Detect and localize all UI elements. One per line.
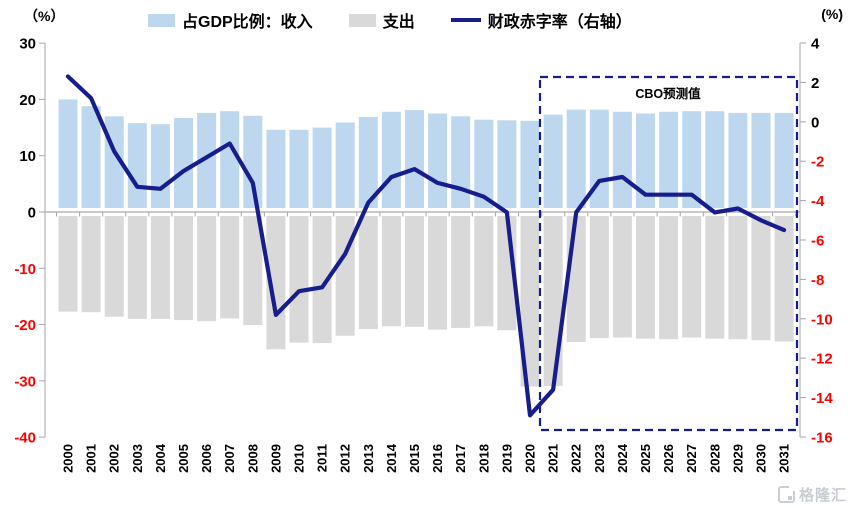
svg-text:-4: -4 <box>811 193 825 210</box>
svg-text:2010: 2010 <box>292 444 307 473</box>
right-axis-unit: (%) <box>821 6 843 22</box>
legend-item-expenditure: 支出 <box>348 8 415 32</box>
svg-text:-2: -2 <box>811 154 824 171</box>
svg-text:4: 4 <box>811 36 820 53</box>
svg-text:2030: 2030 <box>754 444 769 473</box>
svg-text:2003: 2003 <box>130 444 145 473</box>
svg-text:2025: 2025 <box>638 444 653 473</box>
svg-text:2028: 2028 <box>707 444 722 473</box>
svg-text:2027: 2027 <box>684 444 699 473</box>
svg-text:10: 10 <box>19 148 36 165</box>
bars-revenue <box>58 99 794 208</box>
gelonghui-logo-icon <box>777 485 796 503</box>
svg-text:2026: 2026 <box>661 444 676 473</box>
svg-text:2001: 2001 <box>84 444 99 473</box>
svg-text:2019: 2019 <box>499 444 514 473</box>
svg-text:-6: -6 <box>811 233 824 250</box>
svg-text:2012: 2012 <box>338 444 353 473</box>
svg-text:-16: -16 <box>811 430 833 447</box>
svg-text:20: 20 <box>19 92 36 109</box>
svg-text:2004: 2004 <box>153 443 168 473</box>
svg-text:-30: -30 <box>14 373 36 390</box>
svg-text:2014: 2014 <box>384 443 399 473</box>
svg-text:-40: -40 <box>14 430 36 447</box>
svg-text:2018: 2018 <box>476 444 491 473</box>
svg-text:2016: 2016 <box>430 444 445 473</box>
svg-text:2000: 2000 <box>61 444 76 473</box>
svg-text:2009: 2009 <box>268 444 283 473</box>
svg-text:-14: -14 <box>811 390 833 407</box>
svg-text:2002: 2002 <box>107 444 122 473</box>
legend: 占GDP比例：收入 支出 财政赤字率（右轴） <box>148 8 632 32</box>
svg-text:2: 2 <box>811 75 819 92</box>
legend-label-deficit: 财政赤字率（右轴） <box>487 14 632 31</box>
svg-text:-20: -20 <box>14 317 36 334</box>
svg-text:2017: 2017 <box>453 444 468 473</box>
svg-text:2015: 2015 <box>407 444 422 473</box>
svg-text:0: 0 <box>28 205 36 222</box>
forecast-box-label: CBO预测值 <box>635 86 701 101</box>
svg-text:2023: 2023 <box>592 444 607 473</box>
svg-text:2020: 2020 <box>523 444 538 473</box>
svg-text:-10: -10 <box>14 261 36 278</box>
left-axis: 30 20 10 0 -10 -20 -30 -40 <box>14 36 46 447</box>
right-axis: 4 2 0 -2 -4 -6 -8 -10 -12 -14 -16 <box>799 36 833 447</box>
svg-text:2022: 2022 <box>569 444 584 473</box>
x-axis-labels: 2000 2001 2002 2003 2004 2005 2006 2007 2008 2009… <box>61 443 792 473</box>
svg-text:-8: -8 <box>811 272 824 289</box>
forecast-box: CBO预测值 <box>538 75 799 432</box>
svg-text:2021: 2021 <box>546 444 561 473</box>
legend-item-deficit: 财政赤字率（右轴） <box>450 8 632 32</box>
zero-baseline <box>45 211 800 217</box>
legend-label-revenue: 占GDP比例：收入 <box>182 14 313 31</box>
bars-expenditure <box>58 216 794 387</box>
svg-text:2006: 2006 <box>199 444 214 473</box>
legend-item-revenue: 占GDP比例：收入 <box>148 8 313 32</box>
watermark-label: 格隆汇 <box>798 487 847 504</box>
svg-text:2031: 2031 <box>777 444 792 473</box>
left-axis-unit: （%） <box>24 8 65 24</box>
svg-text:30: 30 <box>19 36 36 53</box>
svg-text:2007: 2007 <box>222 444 237 473</box>
svg-text:2024: 2024 <box>615 443 630 473</box>
expenditure-swatch <box>348 13 376 27</box>
watermark: 格隆汇 <box>777 484 847 505</box>
svg-text:2005: 2005 <box>176 444 191 473</box>
deficit-line-swatch <box>450 18 481 22</box>
svg-text:0: 0 <box>811 114 819 131</box>
revenue-swatch <box>148 13 175 27</box>
svg-text:2029: 2029 <box>730 444 745 473</box>
svg-text:-12: -12 <box>811 351 833 368</box>
deficit-line <box>65 74 787 418</box>
svg-text:2011: 2011 <box>315 444 330 472</box>
svg-text:2013: 2013 <box>361 444 376 473</box>
svg-text:-10: -10 <box>811 311 833 328</box>
legend-label-expenditure: 支出 <box>382 14 415 31</box>
svg-text:2008: 2008 <box>245 444 260 473</box>
